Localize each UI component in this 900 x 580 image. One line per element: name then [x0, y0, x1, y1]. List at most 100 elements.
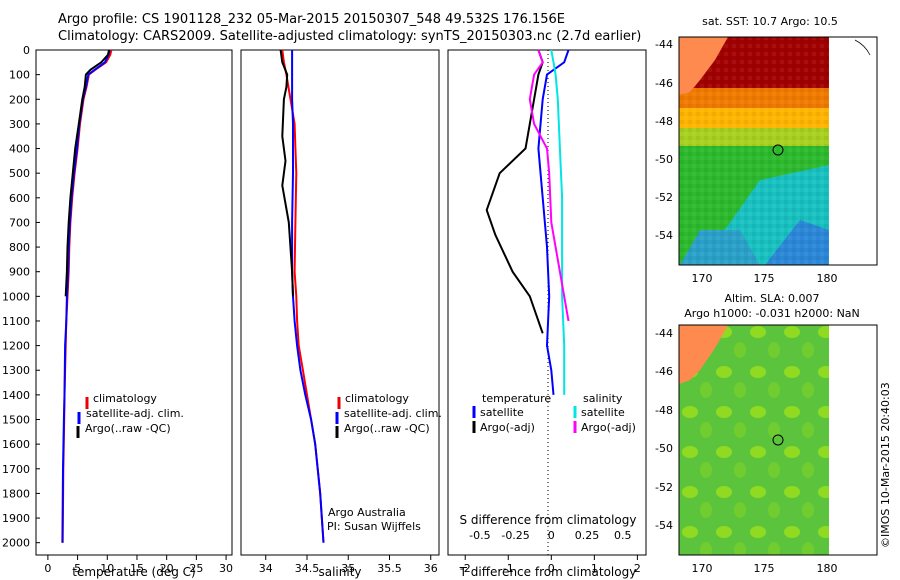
- x-tick-label: 2: [634, 562, 641, 575]
- svg-text:-44: -44: [655, 327, 673, 340]
- y-tick-label: 0: [23, 44, 30, 57]
- temperature-x-label: temperature (deg C): [72, 565, 195, 579]
- diff-legend-s-satellite: satellite: [581, 406, 625, 419]
- y-tick-label: 400: [9, 143, 30, 156]
- legend-argo: Argo(..raw -QC): [85, 422, 171, 435]
- s-diff-tick-label: 0: [548, 529, 555, 542]
- y-tick-label: 500: [9, 167, 30, 180]
- x-tick-label: 35.5: [377, 562, 402, 575]
- x-tick-label: 20: [160, 562, 174, 575]
- svg-text:170: 170: [692, 562, 713, 575]
- sal-legend-satellite-adj: satellite-adj. clim.: [344, 407, 442, 420]
- svg-text:180: 180: [817, 562, 838, 575]
- x-tick-label: 5: [74, 562, 81, 575]
- y-tick-label: 1600: [2, 438, 30, 451]
- x-tick-label: 0: [548, 562, 555, 575]
- series-line-temperature-satellite: [537, 49, 570, 395]
- y-tick-label: 1200: [2, 340, 30, 353]
- s-diff-tick-label: -0.5: [469, 529, 490, 542]
- y-tick-label: 1300: [2, 364, 30, 377]
- y-tick-label: 300: [9, 118, 30, 131]
- svg-text:-44: -44: [655, 38, 673, 51]
- diff-legend-s-argo: Argo(-adj): [581, 421, 636, 434]
- svg-text:-54: -54: [655, 519, 673, 532]
- series-line-temperature-argo-adj-: [485, 49, 544, 334]
- difference-legend: temperature salinity satellite Argo(-adj…: [472, 392, 636, 434]
- x-tick-label: 30: [219, 562, 233, 575]
- y-tick-label: 1100: [2, 315, 30, 328]
- difference-plot-frame: [447, 49, 647, 556]
- svg-text:-54: -54: [655, 229, 673, 242]
- sal-legend-argo: Argo(..raw -QC): [344, 422, 430, 435]
- y-tick-label: 1400: [2, 389, 30, 402]
- imos-credit: ©IMOS 10-Mar-2015 20:40:03: [879, 382, 892, 548]
- salinity-x-label: salinity: [318, 565, 361, 579]
- x-tick-label: 1: [591, 562, 598, 575]
- svg-text:170: 170: [692, 272, 713, 285]
- y-tick-label: 200: [9, 93, 30, 106]
- argo-australia-label: Argo Australia: [328, 506, 406, 519]
- sla-map-image: [679, 325, 877, 555]
- salinity-legend: climatology satellite-adj. clim. Argo(..…: [335, 392, 442, 438]
- difference-profile-chart: -2 -1 0 1 2 -0.5 -0.25 0 0.25 0.5 T difference fr…: [447, 49, 647, 579]
- x-tick-label: 36: [424, 562, 438, 575]
- x-tick-label: 0: [44, 562, 51, 575]
- sal-legend-climatology: climatology: [345, 392, 409, 405]
- svg-text:175: 175: [754, 562, 775, 575]
- y-tick-label: 1900: [2, 512, 30, 525]
- svg-text:-52: -52: [655, 481, 673, 494]
- y-tick-label: 1000: [2, 290, 30, 303]
- legend-climatology: climatology: [93, 392, 157, 405]
- y-tick-label: 900: [9, 266, 30, 279]
- svg-text:180: 180: [817, 272, 838, 285]
- sst-x-axis: 170 175 180: [692, 272, 838, 285]
- header-line-2: Climatology: CARS2009. Satellite-adjuste…: [58, 29, 642, 44]
- temperature-legend: climatology satellite-adj. clim. Argo(..…: [76, 392, 184, 438]
- s-diff-tick-label: 0.5: [614, 529, 632, 542]
- legend-header-salinity: salinity: [583, 392, 623, 405]
- difference-series: [485, 49, 570, 395]
- pi-label: PI: Susan Wijffels: [327, 520, 421, 533]
- sst-map-image: [679, 37, 877, 265]
- sla-y-axis: -44 -46 -48 -50 -52 -54: [655, 327, 673, 532]
- svg-text:175: 175: [754, 272, 775, 285]
- y-tick-label: 700: [9, 216, 30, 229]
- svg-text:-48: -48: [655, 404, 673, 417]
- series-line-satellite-adj-clim-: [61, 49, 111, 543]
- y-tick-label: 1700: [2, 463, 30, 476]
- svg-text:-46: -46: [655, 365, 673, 378]
- s-diff-tick-label: -0.25: [501, 529, 529, 542]
- diff-legend-t-satellite: satellite: [480, 406, 524, 419]
- y-tick-label: 800: [9, 241, 30, 254]
- y-tick-label: 1500: [2, 414, 30, 427]
- salinity-series: [279, 49, 325, 543]
- temperature-series: [61, 49, 113, 543]
- y-tick-label: 600: [9, 192, 30, 205]
- diff-legend-t-argo: Argo(-adj): [480, 421, 535, 434]
- legend-header-temperature: temperature: [482, 392, 551, 405]
- x-tick-label: 10: [100, 562, 114, 575]
- y-tick-label: 1800: [2, 487, 30, 500]
- t-difference-label: T difference from climatology: [459, 565, 637, 579]
- x-tick-label: 25: [189, 562, 203, 575]
- series-line-salinity-satellite: [550, 49, 566, 395]
- temperature-profile-chart: 0100200300400500600700800900100011001200…: [2, 44, 233, 579]
- x-tick-label: 35: [341, 562, 355, 575]
- y-tick-label: 100: [9, 69, 30, 82]
- series-line-argo-raw-qc-: [64, 49, 111, 297]
- temperature-x-axis: 0 5 10 15 20 25 30: [44, 555, 233, 575]
- salinity-x-axis: 34 34.5 35 35.5 36: [259, 555, 438, 575]
- svg-text:-50: -50: [655, 442, 673, 455]
- sst-y-axis: -44 -46 -48 -50 -52 -54: [655, 38, 673, 242]
- s-diff-tick-label: 0.25: [575, 529, 600, 542]
- salinity-plot-frame: [240, 49, 440, 556]
- temperature-plot-frame: [35, 49, 233, 556]
- svg-text:-48: -48: [655, 115, 673, 128]
- svg-text:-46: -46: [655, 77, 673, 90]
- sst-argo-location-marker: [772, 144, 784, 156]
- sla-x-axis: 170 175 180: [692, 562, 838, 575]
- header-line-1: Argo profile: CS 1901128_232 05-Mar-2015…: [58, 12, 566, 27]
- y-tick-label: 2000: [2, 537, 30, 550]
